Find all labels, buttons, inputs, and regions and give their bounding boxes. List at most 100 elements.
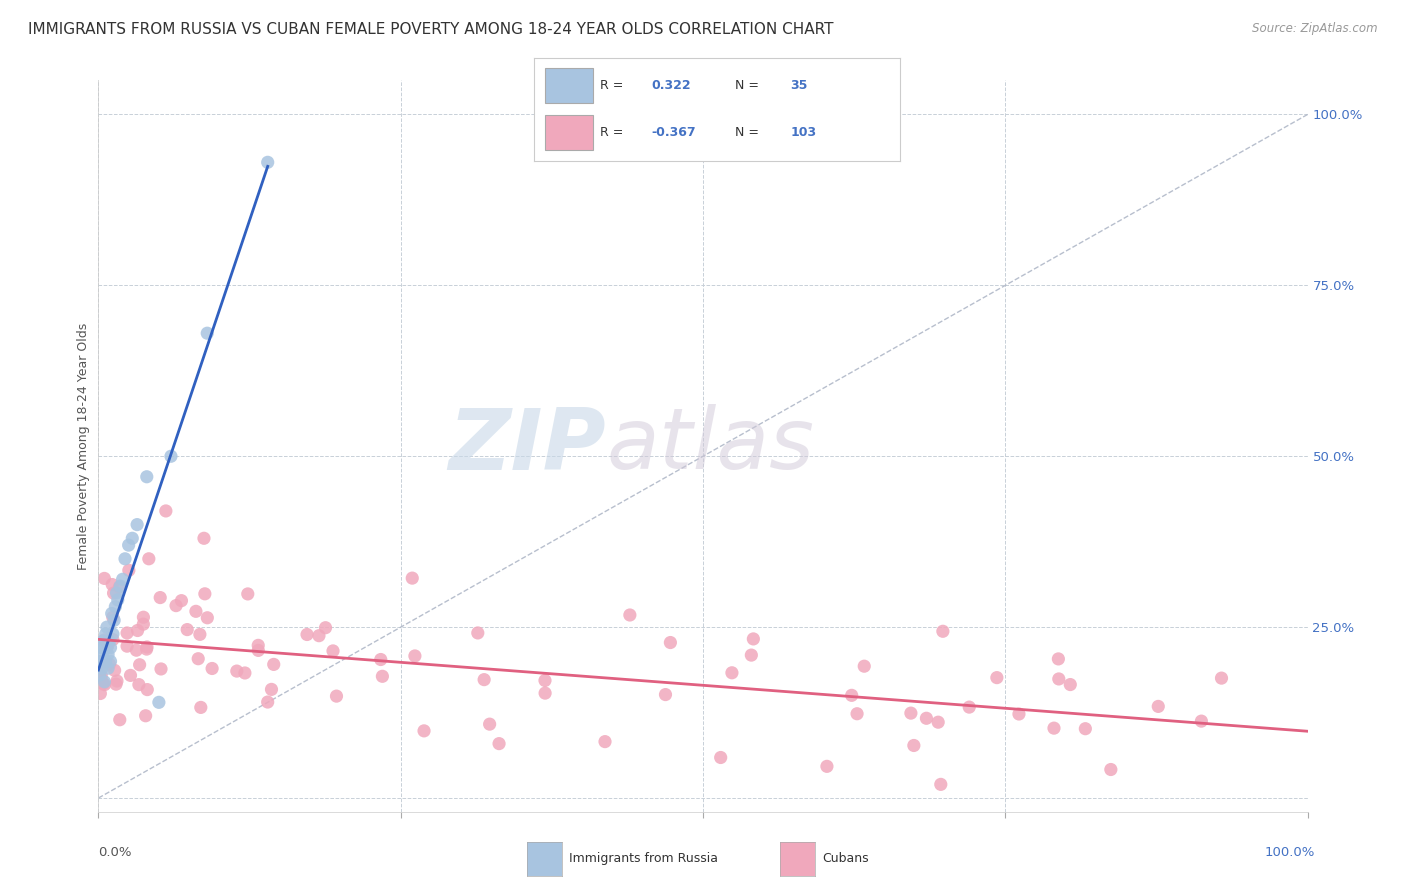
Point	[101, 577, 124, 591]
Point	[115, 626, 138, 640]
Point	[534, 686, 557, 700]
Y-axis label: Female Poverty Among 18-24 Year Olds: Female Poverty Among 18-24 Year Olds	[77, 322, 90, 570]
Point	[308, 629, 330, 643]
Point	[89, 657, 111, 672]
Point	[853, 659, 876, 673]
Point	[90, 668, 112, 682]
Text: Cubans: Cubans	[823, 853, 869, 865]
Point	[740, 648, 762, 662]
Point	[1008, 706, 1031, 721]
Point	[93, 632, 115, 647]
Point	[93, 674, 115, 689]
Point	[89, 668, 111, 682]
Point	[90, 640, 112, 655]
Point	[195, 326, 218, 341]
Point	[105, 673, 128, 688]
Point	[915, 711, 938, 725]
Point	[170, 593, 193, 607]
Point	[103, 586, 125, 600]
Point	[1074, 722, 1097, 736]
Point	[841, 689, 863, 703]
Point	[118, 538, 141, 552]
Point	[132, 617, 155, 632]
Text: -0.367: -0.367	[651, 126, 696, 139]
Point	[467, 626, 489, 640]
Point	[89, 686, 111, 700]
Point	[135, 469, 157, 483]
Point	[260, 682, 283, 697]
Point	[120, 668, 142, 682]
Point	[1059, 677, 1081, 691]
Point	[105, 677, 128, 691]
Point	[105, 586, 128, 600]
Point	[138, 551, 160, 566]
Point	[654, 688, 676, 702]
Point	[160, 449, 183, 463]
Point	[927, 715, 949, 730]
Point	[236, 587, 259, 601]
Point	[315, 621, 337, 635]
Point	[125, 643, 148, 657]
Point	[1189, 714, 1212, 728]
Point	[94, 654, 117, 668]
Point	[98, 633, 121, 648]
Point	[1043, 721, 1066, 735]
Point	[111, 572, 134, 586]
Point	[108, 579, 131, 593]
Point	[401, 571, 423, 585]
Bar	[546, 69, 593, 103]
Point	[413, 723, 436, 738]
Point	[114, 551, 136, 566]
Point	[815, 759, 838, 773]
Point	[295, 627, 318, 641]
Point	[93, 571, 115, 585]
Point	[846, 706, 869, 721]
Text: IMMIGRANTS FROM RUSSIA VS CUBAN FEMALE POVERTY AMONG 18-24 YEAR OLDS CORRELATION: IMMIGRANTS FROM RUSSIA VS CUBAN FEMALE P…	[28, 22, 834, 37]
Point	[256, 695, 278, 709]
Point	[98, 657, 121, 672]
Point	[256, 155, 278, 169]
Point	[488, 737, 510, 751]
Point	[94, 627, 117, 641]
Point	[986, 671, 1008, 685]
Point	[957, 700, 980, 714]
Point	[247, 643, 270, 657]
Point	[104, 599, 127, 614]
Point	[149, 591, 172, 605]
Point	[165, 599, 187, 613]
Point	[96, 620, 118, 634]
Point	[1047, 672, 1070, 686]
Text: 100.0%: 100.0%	[1264, 847, 1315, 859]
Point	[115, 639, 138, 653]
Point	[900, 706, 922, 720]
Point	[90, 654, 112, 668]
Point	[194, 587, 217, 601]
Point	[103, 613, 125, 627]
Text: N =: N =	[735, 78, 763, 92]
Point	[96, 640, 118, 655]
Point	[195, 611, 218, 625]
Point	[97, 661, 120, 675]
Point	[370, 652, 392, 666]
Point	[193, 531, 215, 545]
Point	[101, 632, 124, 647]
Point	[325, 689, 347, 703]
Point	[91, 661, 114, 675]
Point	[101, 610, 124, 624]
Text: R =: R =	[600, 78, 627, 92]
Point	[90, 672, 112, 686]
Text: R =: R =	[600, 126, 627, 139]
Point	[107, 592, 129, 607]
Point	[100, 607, 122, 621]
Point	[371, 669, 394, 683]
Text: atlas: atlas	[606, 404, 814, 488]
Point	[128, 678, 150, 692]
Point	[132, 610, 155, 624]
Point	[135, 642, 157, 657]
Point	[233, 665, 256, 680]
Text: 0.322: 0.322	[651, 78, 690, 92]
Point	[101, 627, 124, 641]
Point	[127, 624, 149, 638]
Point	[201, 661, 224, 675]
Point	[93, 678, 115, 692]
